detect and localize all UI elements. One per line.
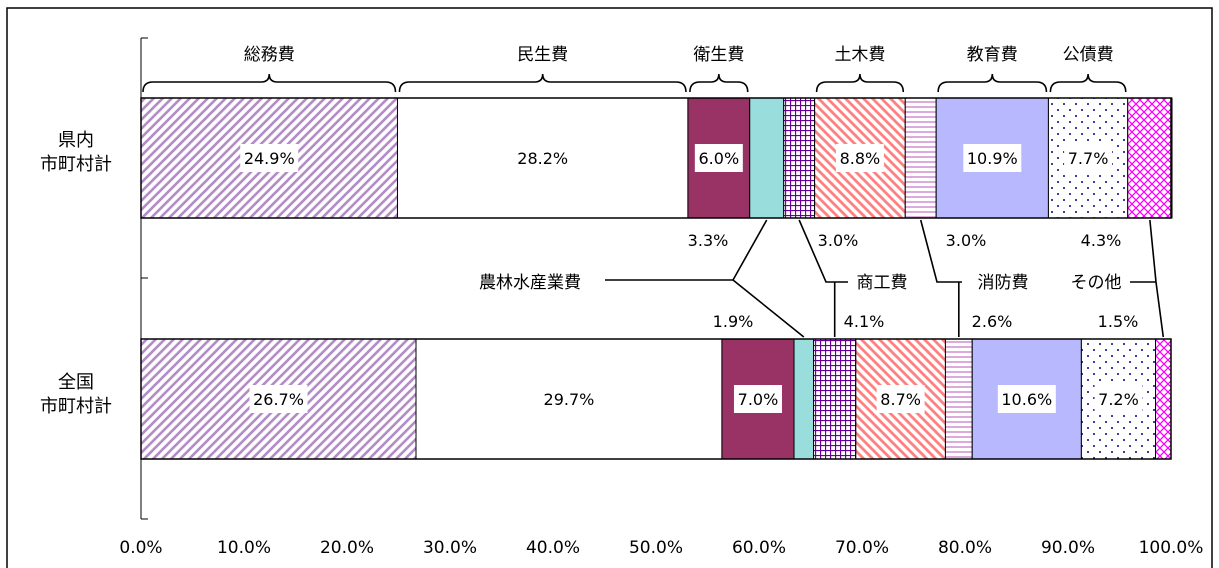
value-label-box bbox=[733, 385, 782, 413]
series-name-label: 公債費 bbox=[1063, 45, 1114, 65]
bar-segment bbox=[783, 97, 816, 219]
chart-frame bbox=[6, 7, 1213, 568]
value-label-box bbox=[240, 144, 299, 172]
brace bbox=[689, 73, 749, 93]
series-name-label: 農林水産業費 bbox=[479, 273, 581, 293]
value-label: 3.3% bbox=[688, 231, 729, 250]
bars: 24.9% 28.2% 6.0% 8.8% 10.9% 7.7% 26.7% 29.7% 7.0… bbox=[140, 97, 1173, 460]
x-tick-label: 80.0% bbox=[938, 538, 992, 558]
value-label-box bbox=[249, 385, 308, 413]
value-label-box bbox=[876, 385, 925, 413]
value-label: 4.3% bbox=[1081, 231, 1122, 250]
value-label: 29.7% bbox=[544, 390, 595, 409]
series-name-label: 衛生費 bbox=[693, 45, 744, 65]
x-tick-label: 40.0% bbox=[526, 538, 580, 558]
leader-lines bbox=[605, 219, 1165, 338]
series-name-label: 土木費 bbox=[834, 45, 885, 65]
value-label: 28.2% bbox=[517, 149, 568, 168]
series-name-label: その他 bbox=[1071, 273, 1122, 293]
series-braces bbox=[142, 73, 1127, 93]
outside-value-labels: 3.3% 1.9% 3.0% 4.1% 3.0% 2.6% 4.3% 1.5% bbox=[688, 231, 1139, 331]
value-label-box bbox=[1094, 385, 1143, 413]
x-axis-ticks: 0.0% 10.0% 20.0% 30.0% 40.0% 50.0% 60.0% 70.0% 8… bbox=[119, 538, 1203, 558]
value-label-box bbox=[1064, 144, 1113, 172]
x-tick-label: 90.0% bbox=[1041, 538, 1095, 558]
bar-segment bbox=[944, 338, 973, 460]
brace bbox=[398, 73, 687, 93]
x-tick-label: 0.0% bbox=[119, 538, 162, 558]
value-label: 26.7% bbox=[253, 390, 304, 409]
value-label-box bbox=[997, 385, 1056, 413]
value-label: 4.1% bbox=[844, 312, 885, 331]
bar-segment bbox=[749, 97, 785, 219]
series-name-label: 消防費 bbox=[978, 273, 1029, 293]
x-tick-label: 20.0% bbox=[320, 538, 374, 558]
value-label-box bbox=[694, 144, 743, 172]
x-tick-label: 30.0% bbox=[423, 538, 477, 558]
brace bbox=[937, 73, 1048, 93]
category-label: 全国市町村計 bbox=[40, 372, 112, 417]
value-label: 10.6% bbox=[1001, 390, 1052, 409]
value-label: 10.9% bbox=[967, 149, 1018, 168]
bar-segment bbox=[1155, 338, 1172, 460]
value-label: 8.7% bbox=[880, 390, 921, 409]
brace bbox=[1049, 73, 1127, 93]
series-name-label: 教育費 bbox=[967, 45, 1018, 65]
value-label: 7.2% bbox=[1098, 390, 1139, 409]
leader-line bbox=[605, 219, 805, 338]
x-tick-label: 50.0% bbox=[629, 538, 683, 558]
bar-segment bbox=[813, 338, 857, 460]
bar-segment bbox=[1127, 97, 1173, 219]
series-name-label: 民生費 bbox=[517, 45, 568, 65]
value-label: 2.6% bbox=[972, 312, 1013, 331]
value-label: 1.9% bbox=[713, 312, 754, 331]
brace bbox=[815, 73, 905, 93]
value-label-box bbox=[963, 144, 1022, 172]
value-label: 7.0% bbox=[738, 390, 779, 409]
value-label: 8.8% bbox=[840, 149, 881, 168]
x-tick-label: 10.0% bbox=[217, 538, 271, 558]
bar-segment bbox=[415, 338, 723, 460]
leader-line bbox=[1130, 219, 1165, 338]
bar-outline bbox=[140, 338, 1172, 460]
x-tick-label: 60.0% bbox=[732, 538, 786, 558]
brace bbox=[142, 73, 397, 93]
value-label: 3.0% bbox=[946, 231, 987, 250]
value-label-box bbox=[835, 144, 884, 172]
value-label: 3.0% bbox=[818, 231, 859, 250]
category-label: 県内市町村計 bbox=[40, 130, 112, 175]
x-tick-label: 100.0% bbox=[1139, 538, 1204, 558]
bar-segment bbox=[793, 338, 815, 460]
value-label: 6.0% bbox=[699, 149, 740, 168]
leader-line bbox=[919, 219, 962, 337]
series-name-label: 商工費 bbox=[857, 273, 908, 293]
x-tick-label: 70.0% bbox=[835, 538, 889, 558]
value-label: 24.9% bbox=[244, 149, 295, 168]
value-label: 7.7% bbox=[1068, 149, 1109, 168]
bar-outline bbox=[140, 97, 1172, 219]
bar-segment bbox=[904, 97, 937, 219]
value-label: 1.5% bbox=[1098, 312, 1139, 331]
series-name-label: 総務費 bbox=[244, 45, 295, 65]
leader-line bbox=[798, 219, 848, 337]
